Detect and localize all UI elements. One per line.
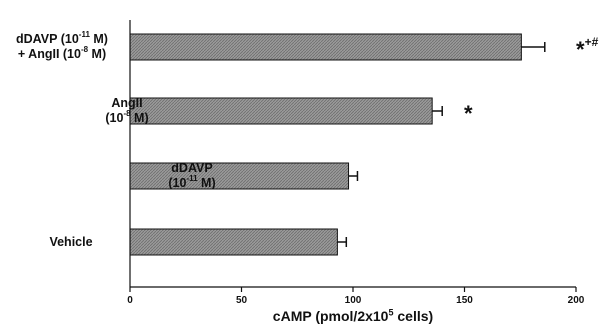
bar <box>129 162 350 190</box>
x-tick-label: 150 <box>456 295 473 306</box>
significance-marker: *+# <box>576 35 599 62</box>
category-label: dDAVP (10-11 M) + AngII (10-8 M) <box>16 29 108 61</box>
bar <box>129 97 433 125</box>
category-label: dDAVP (10-11 M) <box>168 161 216 190</box>
bar <box>129 228 338 256</box>
x-tick-label: 100 <box>345 295 362 306</box>
significance-marker: * <box>464 101 473 126</box>
bar <box>129 33 522 61</box>
category-label: AngII (10-8 M) <box>105 96 149 125</box>
x-axis-label: cAMP (pmol/2x105 cells) <box>272 307 434 324</box>
category-label: Vehicle <box>49 234 93 249</box>
x-tick-label: 50 <box>236 295 248 306</box>
x-tick-label: 200 <box>568 295 585 306</box>
x-tick-label: 0 <box>127 295 133 306</box>
